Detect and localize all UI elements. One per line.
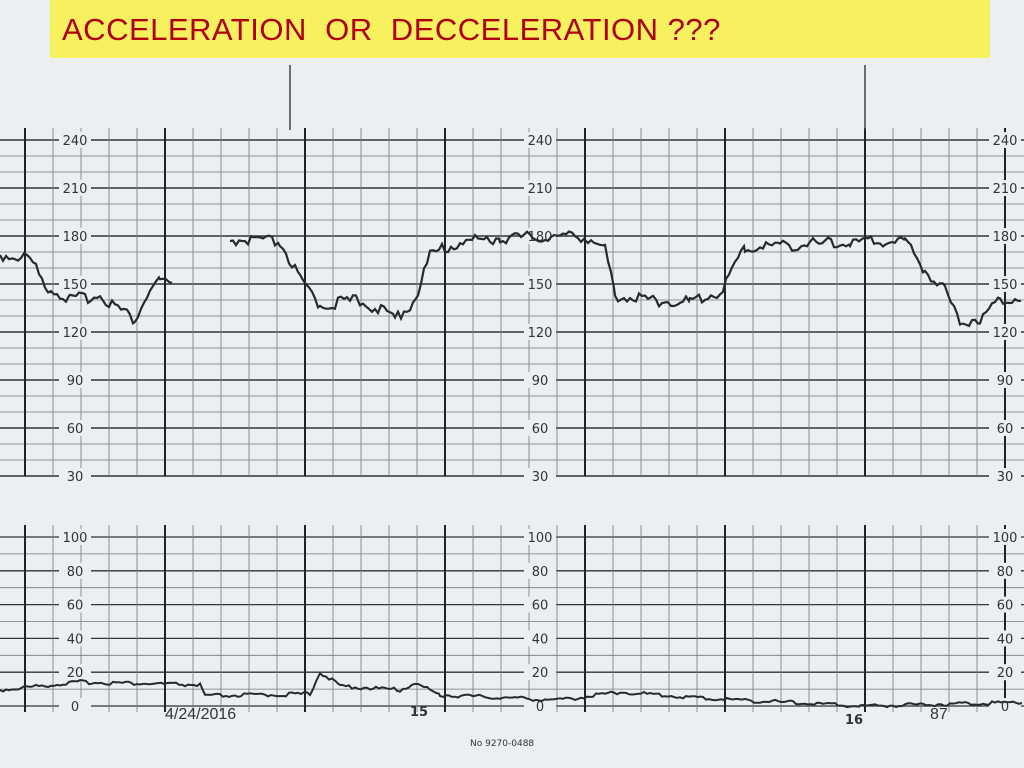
label-bg	[59, 596, 91, 613]
label-bg	[989, 596, 1021, 613]
heart-rate-label: 210	[63, 182, 88, 197]
label-bg	[989, 228, 1021, 244]
heart-rate-label: 90	[997, 374, 1014, 389]
label-bg	[989, 562, 1021, 579]
label-bg	[524, 324, 556, 340]
contraction-label: 0	[1001, 700, 1009, 715]
heart-rate-label: 60	[67, 422, 84, 437]
label-bg	[989, 132, 1021, 148]
heart-rate-label: 240	[528, 134, 553, 149]
label-bg	[59, 228, 91, 244]
label-bg	[989, 180, 1021, 196]
label-bg	[59, 529, 91, 545]
label-bg	[59, 468, 91, 484]
heart-rate-label: 180	[63, 230, 88, 245]
label-bg	[989, 276, 1021, 292]
label-bg	[524, 132, 556, 148]
label-bg	[59, 180, 91, 196]
label-bg	[59, 664, 91, 681]
heart-rate-label: 90	[532, 374, 549, 389]
label-bg	[524, 420, 556, 436]
heart-rate-label: 180	[993, 230, 1018, 245]
heart-rate-label: 30	[997, 470, 1014, 485]
label-bg	[59, 698, 91, 714]
footer-date: 4/24/2016	[165, 706, 237, 723]
label-bg	[524, 529, 556, 545]
contraction-label: 40	[997, 632, 1014, 647]
label-bg	[989, 324, 1021, 340]
contraction-label: 80	[997, 565, 1014, 580]
label-bg	[989, 468, 1021, 484]
heart-rate-label: 150	[528, 278, 553, 293]
contraction-label: 60	[67, 599, 84, 614]
heart-rate-label: 210	[528, 182, 553, 197]
label-bg	[524, 372, 556, 388]
heart-rate-label: 60	[997, 422, 1014, 437]
label-bg	[59, 372, 91, 388]
contraction-label: 80	[532, 565, 549, 580]
contraction-label: 80	[67, 565, 84, 580]
contraction-label: 60	[997, 599, 1014, 614]
label-bg	[59, 562, 91, 579]
label-bg	[524, 276, 556, 292]
label-bg	[989, 664, 1021, 681]
label-bg	[524, 698, 556, 714]
heart-rate-label: 90	[67, 374, 84, 389]
heart-rate-label: 120	[528, 326, 553, 341]
label-bg	[524, 562, 556, 579]
contraction-label: 0	[536, 700, 544, 715]
contraction-label: 20	[532, 666, 549, 681]
heart-rate-label: 240	[993, 134, 1018, 149]
heart-rate-label: 150	[63, 278, 88, 293]
heart-rate-trace	[0, 230, 1022, 328]
label-bg	[524, 664, 556, 681]
heart-rate-label: 120	[993, 326, 1018, 341]
slide-title: ACCELERATION OR DECCELERATION ???	[62, 12, 721, 47]
label-bg	[59, 276, 91, 292]
slide-number: 87	[930, 706, 948, 723]
page-mark: 16	[845, 713, 863, 728]
contraction-label: 40	[67, 632, 84, 647]
heart-rate-label: 150	[993, 278, 1018, 293]
contraction-label: 100	[993, 531, 1018, 546]
contraction-label: 40	[532, 632, 549, 647]
label-bg	[59, 630, 91, 647]
contraction-label: 20	[67, 666, 84, 681]
contraction-label: 100	[63, 531, 88, 546]
label-bg	[989, 372, 1021, 388]
label-bg	[989, 529, 1021, 545]
contraction-label: 0	[71, 700, 79, 715]
heart-rate-label: 30	[67, 470, 84, 485]
page-mark: 15	[410, 705, 428, 720]
label-bg	[59, 324, 91, 340]
heart-rate-label: 30	[532, 470, 549, 485]
label-bg	[989, 420, 1021, 436]
contraction-label: 20	[997, 666, 1014, 681]
label-bg	[989, 630, 1021, 647]
heart-rate-label: 60	[532, 422, 549, 437]
label-bg	[524, 630, 556, 647]
contraction-label: 100	[528, 531, 553, 546]
heart-rate-label: 120	[63, 326, 88, 341]
label-bg	[524, 596, 556, 613]
contraction-trace	[0, 671, 1023, 709]
contraction-label: 60	[532, 599, 549, 614]
label-bg	[59, 132, 91, 148]
label-bg	[524, 180, 556, 196]
label-bg	[524, 468, 556, 484]
title-bar: ACCELERATION OR DECCELERATION ???	[50, 0, 990, 58]
paper-number: No 9270-0488	[470, 739, 534, 749]
heart-rate-label: 210	[993, 182, 1018, 197]
heart-rate-label: 240	[63, 134, 88, 149]
label-bg	[59, 420, 91, 436]
